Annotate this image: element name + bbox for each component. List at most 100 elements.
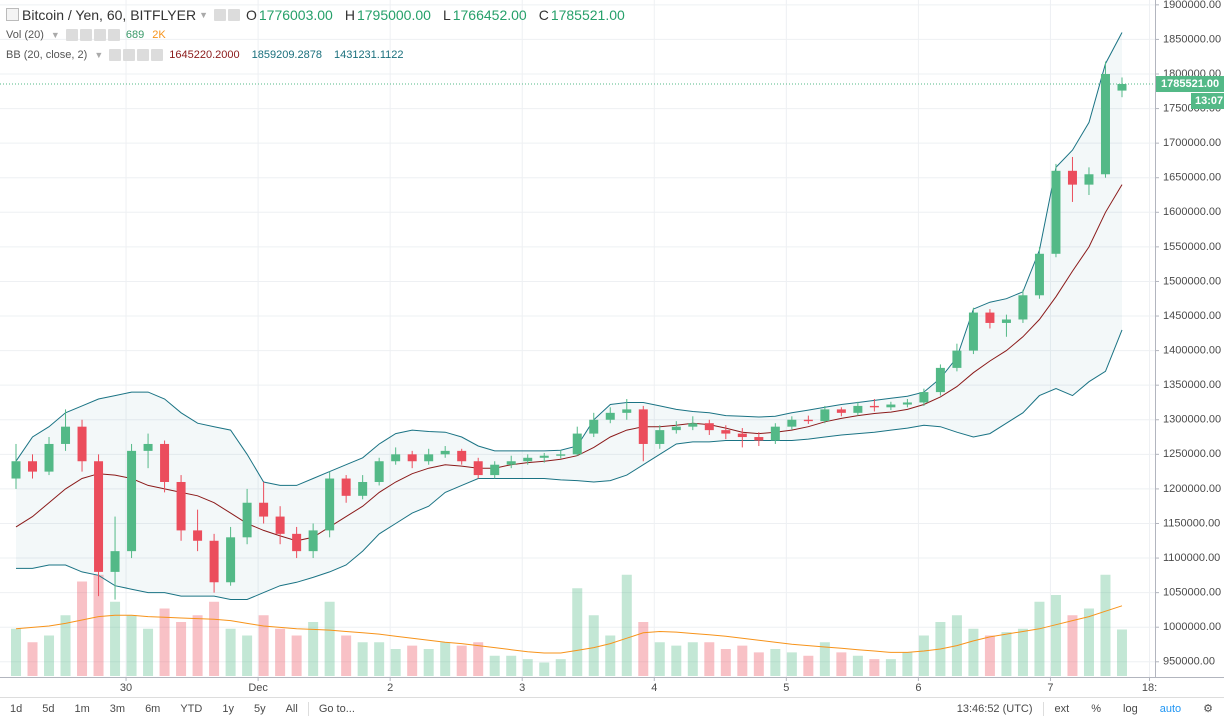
candle-body	[11, 461, 21, 479]
option-button[interactable]: ext	[1054, 702, 1070, 715]
collapse-icon[interactable]	[6, 8, 19, 21]
grid	[0, 0, 1155, 677]
caret[interactable]: ▼	[199, 9, 208, 20]
range-button[interactable]: 1y	[222, 702, 234, 715]
y-tick-label: 1550000.00	[1163, 241, 1221, 253]
range-button[interactable]: All	[285, 702, 298, 715]
range-button[interactable]: 5y	[253, 702, 266, 715]
settings-icon[interactable]: ⚙	[1203, 703, 1213, 715]
option-button[interactable]: auto	[1159, 702, 1182, 715]
volume-bar	[209, 601, 220, 676]
btn[interactable]	[109, 49, 122, 61]
volume-bar	[506, 655, 517, 676]
volume-bar	[11, 628, 22, 676]
symbol-row: Bitcoin / Yen, 60, BITFLYER ▼ O 1776003.00…	[6, 4, 637, 25]
vol-label: Vol (20)	[6, 29, 44, 41]
caret[interactable]: ▼	[94, 50, 104, 60]
btn[interactable]	[123, 49, 136, 61]
btn[interactable]	[213, 8, 226, 21]
volume-bar	[1116, 629, 1127, 676]
btn[interactable]	[151, 49, 164, 61]
btn[interactable]	[137, 49, 150, 61]
volume-bar	[737, 645, 748, 676]
bb-fill	[16, 32, 1122, 600]
volume-bar	[275, 628, 286, 676]
option-button[interactable]: log	[1123, 702, 1138, 715]
x-tick-label: 6	[915, 682, 921, 694]
y-tick-label: 1850000.00	[1163, 33, 1221, 45]
candle-body	[127, 450, 137, 552]
volume-bar	[1067, 615, 1078, 676]
volume-bar	[341, 635, 352, 676]
volume-bar	[968, 628, 979, 676]
range-button[interactable]: YTD	[180, 702, 203, 715]
candle-body	[1051, 170, 1061, 254]
volume-bar	[869, 659, 880, 676]
volume-bar	[885, 659, 896, 676]
candle-body	[341, 478, 351, 496]
y-tick-label: 1300000.00	[1163, 414, 1221, 426]
candle-body	[1018, 295, 1028, 320]
y-tick-label: 1050000.00	[1163, 587, 1221, 599]
volume-bar	[159, 608, 170, 676]
bb-middle-line	[15, 184, 1123, 542]
volume-bar	[473, 642, 484, 676]
btn[interactable]	[107, 29, 120, 41]
volume-bar	[803, 655, 814, 676]
range-button[interactable]: 3m	[109, 702, 126, 715]
volume-bar	[984, 635, 995, 676]
option-button[interactable]: %	[1091, 702, 1102, 715]
candle-body	[836, 409, 846, 413]
candle-body	[869, 405, 879, 408]
btn[interactable]	[93, 29, 106, 41]
volume-bar	[836, 652, 847, 676]
volume-bar	[1034, 601, 1045, 676]
volume-bar	[786, 652, 797, 676]
y-tick-label: 1150000.00	[1163, 517, 1220, 529]
volume-bar	[423, 649, 434, 676]
y-tick-label: 1000000.00	[1163, 621, 1221, 633]
candle-body	[721, 430, 731, 434]
volume-bar	[407, 645, 418, 676]
volume-bar	[440, 642, 451, 676]
candle-body	[737, 433, 747, 438]
volume-bar	[44, 635, 55, 676]
volume-bar	[456, 645, 467, 676]
candle-body	[44, 443, 54, 472]
btn[interactable]	[227, 8, 240, 21]
candle-body	[193, 530, 203, 541]
candle-body	[1084, 174, 1094, 185]
y-tick-label: 1250000.00	[1163, 448, 1221, 460]
bottom-toolbar: 1d 5d 1m 3m 6m YTD 1y 5y All Go to... 13:46:52 (U…	[0, 697, 1224, 719]
range-button[interactable]: 5d	[42, 702, 55, 715]
candle-body	[655, 430, 665, 444]
ohlc-label: H	[344, 6, 355, 23]
price-tag	[1156, 76, 1224, 93]
range-button[interactable]: 1m	[74, 702, 90, 715]
candle-body	[61, 426, 71, 444]
options: ext% log auto	[1044, 703, 1193, 715]
btn[interactable]	[79, 29, 92, 41]
candle-body	[275, 516, 285, 534]
range-button[interactable]: 1d	[10, 702, 23, 715]
bb-label: BB (20, close, 2)	[6, 49, 88, 61]
candle-body	[919, 392, 929, 403]
caret[interactable]: ▼	[50, 30, 60, 40]
candle-body	[374, 461, 384, 482]
candle-body	[308, 530, 318, 552]
y-tick-label: 1650000.00	[1163, 172, 1221, 184]
candle-body	[1067, 170, 1077, 185]
volume-bar	[60, 615, 71, 676]
x-tick-label: 18:	[1142, 682, 1157, 694]
range-button[interactable]: 6m	[145, 702, 161, 715]
btn[interactable]	[65, 29, 78, 41]
y-tick-label: 1600000.00	[1163, 206, 1221, 218]
ohlc-value: 1795000.00	[356, 6, 431, 23]
volume-bar	[1100, 574, 1111, 676]
candle-body	[572, 433, 582, 455]
range-button[interactable]: Go to...	[318, 702, 355, 715]
candle-body	[902, 402, 912, 405]
separator	[307, 701, 309, 716]
y-tick-label: 1100000.00	[1163, 552, 1220, 564]
